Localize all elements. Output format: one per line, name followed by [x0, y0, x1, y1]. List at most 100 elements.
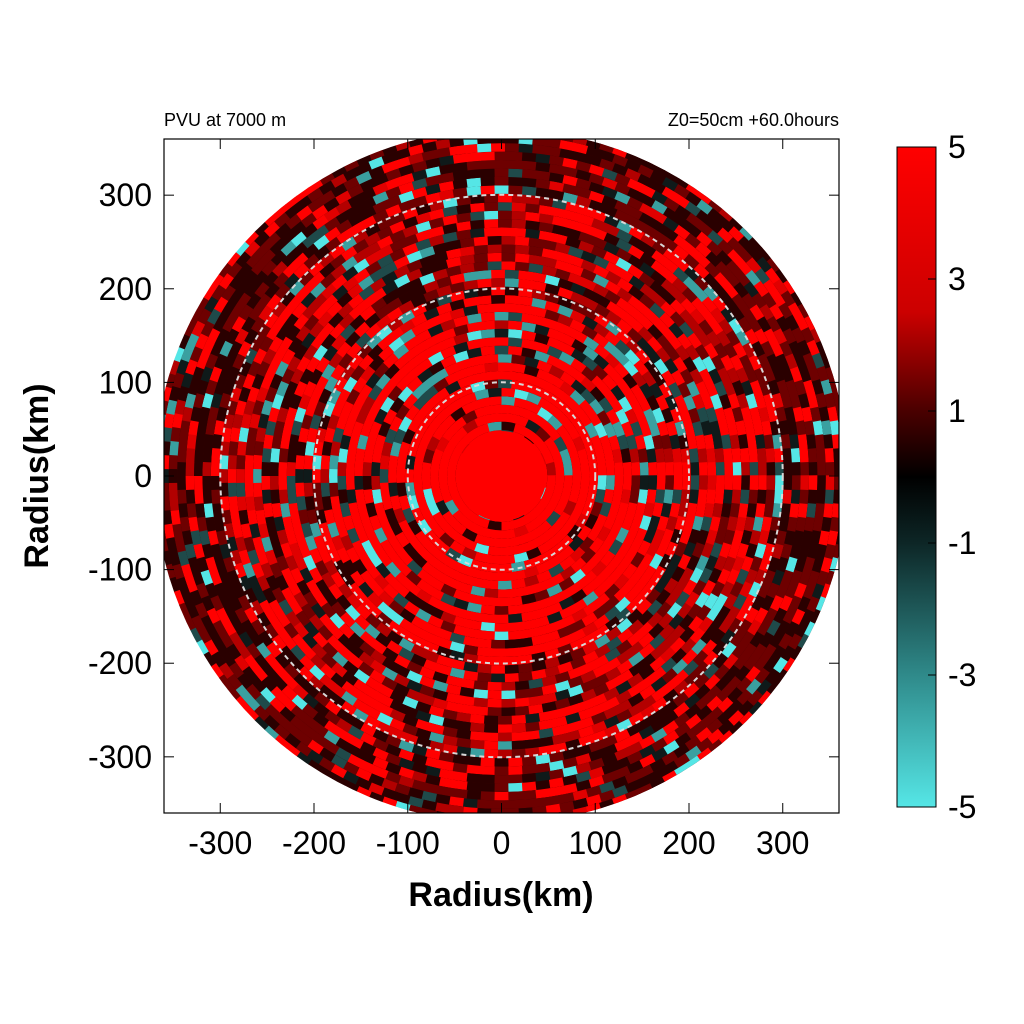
field-cell — [732, 593, 748, 610]
field-cell — [210, 340, 224, 358]
field-cell — [523, 356, 540, 369]
field-cell — [152, 496, 162, 511]
field-cell — [739, 630, 755, 648]
field-cell — [590, 500, 603, 517]
field-cell — [490, 648, 506, 657]
field-cell — [548, 163, 564, 175]
field-cell — [474, 515, 491, 529]
field-cell — [291, 633, 308, 651]
field-cell — [645, 347, 661, 364]
field-cell — [564, 210, 581, 223]
field-cell — [794, 313, 809, 331]
field-cell — [425, 757, 442, 769]
field-cell — [363, 222, 381, 238]
field-cell — [804, 419, 815, 436]
field-cell — [387, 326, 404, 343]
field-cell — [548, 768, 565, 780]
field-cell — [410, 312, 428, 327]
field-cell — [227, 673, 243, 691]
field-cell — [352, 376, 368, 394]
field-cell — [717, 216, 734, 233]
x-tick-label: 300 — [756, 825, 809, 861]
field-cell — [665, 475, 674, 491]
field-cell — [436, 645, 453, 659]
field-cell — [717, 708, 734, 725]
field-cell — [449, 632, 466, 645]
field-cell — [265, 516, 277, 533]
field-cell — [736, 246, 753, 263]
field-cell — [449, 273, 465, 285]
field-cell — [588, 172, 605, 186]
field-cell — [225, 685, 242, 702]
field-cell — [332, 427, 345, 444]
field-cell — [308, 675, 325, 692]
field-cell — [153, 427, 163, 442]
field-cell — [683, 682, 700, 699]
field-cell — [247, 509, 258, 526]
field-cell — [627, 618, 645, 635]
field-cell — [829, 516, 839, 532]
field-cell — [423, 649, 440, 664]
field-cell — [700, 393, 714, 410]
field-cell — [280, 695, 297, 712]
field-cell — [678, 308, 695, 326]
field-cell — [696, 199, 713, 215]
field-cell — [740, 529, 753, 546]
field-cell — [444, 362, 461, 376]
field-cell — [558, 139, 575, 151]
field-cell — [754, 392, 767, 409]
field-cell — [783, 475, 793, 491]
field-cell — [683, 265, 700, 282]
field-cell — [484, 749, 499, 759]
field-cell — [404, 404, 420, 422]
field-cell — [687, 602, 703, 620]
field-cell — [290, 516, 303, 533]
field-cell — [726, 248, 743, 265]
field-cell — [238, 427, 249, 443]
field-cell — [427, 351, 445, 366]
field-cell — [300, 292, 317, 309]
field-cell — [761, 643, 777, 660]
field-cell — [639, 642, 656, 659]
field-cell — [291, 302, 308, 320]
field-cell — [580, 547, 597, 564]
field-cell — [301, 233, 319, 249]
field-cell — [554, 679, 572, 693]
field-cell — [195, 434, 206, 450]
field-cell — [636, 336, 653, 354]
field-cell — [263, 221, 280, 238]
field-cell — [238, 304, 254, 322]
field-cell — [285, 529, 298, 546]
field-cell — [452, 779, 469, 791]
field-cell — [669, 501, 681, 518]
field-cell — [368, 421, 382, 438]
field-cell — [484, 588, 499, 598]
field-cell — [476, 799, 492, 809]
field-cell — [655, 346, 671, 363]
field-cell — [637, 764, 655, 779]
field-cell — [212, 620, 228, 637]
field-cell — [674, 515, 687, 532]
field-cell — [639, 514, 652, 531]
field-cell — [627, 630, 644, 647]
field-cell — [554, 250, 571, 263]
field-cell — [521, 627, 537, 639]
field-cell — [251, 562, 265, 579]
field-cell — [624, 770, 642, 784]
field-cell — [549, 751, 565, 763]
field-cell — [554, 268, 571, 281]
field-cell — [673, 394, 688, 411]
field-cell — [692, 649, 709, 666]
field-cell — [386, 316, 404, 333]
field-cell — [322, 590, 339, 608]
field-cell — [614, 461, 624, 476]
field-cell — [570, 578, 587, 594]
field-cell — [388, 455, 399, 471]
field-cell — [580, 559, 597, 576]
field-cell — [364, 260, 382, 276]
field-cell — [465, 186, 482, 196]
field-cell — [547, 404, 564, 420]
field-cell — [375, 373, 391, 391]
field-cell — [738, 699, 755, 717]
field-cell — [243, 348, 258, 365]
